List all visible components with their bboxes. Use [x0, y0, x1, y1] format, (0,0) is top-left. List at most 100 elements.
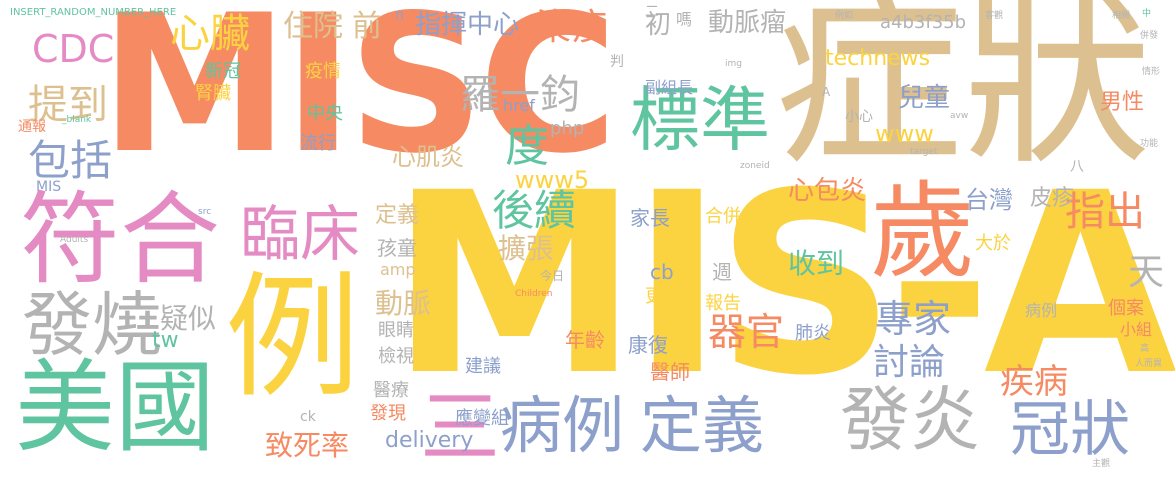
word-fuhe: 符合	[20, 181, 220, 298]
word-qian: 前	[352, 9, 382, 44]
word-www: www	[875, 120, 934, 148]
word-xinbaoyan: 心包炎	[788, 176, 867, 206]
word-insert-random: INSERT_RANDOM_NUMBER_HERE	[10, 7, 177, 18]
word-amp: amp	[380, 260, 416, 279]
word-tidao: 提到	[28, 82, 108, 128]
word-ranyi: 染疫	[535, 7, 608, 48]
word-luoyijun: 羅一鈞	[460, 72, 580, 118]
word-dayu: 大於	[975, 233, 1011, 254]
word-www5: www5	[515, 166, 590, 194]
word-nanxing: 男性	[1100, 90, 1145, 115]
word-yisi: 疑似	[160, 302, 217, 335]
word-qiguan: 器官	[708, 310, 785, 354]
word-fayan: 發炎	[840, 379, 980, 461]
word-children: Children	[515, 289, 553, 299]
word-zhuanjia: 專家	[875, 297, 952, 341]
word-baokuo: 包括	[28, 136, 113, 185]
word-nianling: 年齡	[565, 328, 605, 352]
word-er: 二	[645, 4, 659, 20]
word-zhuyuan: 住院	[283, 9, 343, 44]
word-zhidao: 致死率	[265, 429, 350, 462]
word-kuozhang: 擴張	[498, 232, 555, 265]
word-li: 例	[225, 259, 360, 416]
word-houxu: 後續	[492, 186, 577, 235]
word-liuxing: 流行	[300, 133, 336, 154]
word-href: href	[503, 96, 535, 115]
word-xinguan: 新冠	[205, 61, 241, 82]
word-gao: 高	[1140, 344, 1150, 354]
word-mis-c: MISC	[100, 0, 618, 195]
word-blank: _blank	[62, 115, 92, 125]
word-fashao: 發燒	[22, 284, 162, 366]
word-baogao: 報告	[705, 293, 741, 314]
word-sui: 歲	[870, 171, 976, 293]
word-hebing: 合併	[705, 206, 741, 227]
word-ck: ck	[300, 409, 316, 425]
word-delivery: delivery	[385, 428, 474, 453]
word-zhichu: 指出	[1065, 189, 1145, 235]
word-jianyi: 建議	[465, 356, 501, 377]
word-zhou: 週	[712, 260, 732, 284]
word-jibing: 疾病	[1000, 362, 1068, 402]
word-bingli: 病例	[500, 389, 625, 462]
word-bingli-small: 病例	[1025, 301, 1058, 320]
word-faxian: 發現	[370, 403, 406, 424]
word-dingyi-small: 定義	[375, 203, 420, 228]
word-biaozhun: 標準	[630, 79, 770, 161]
word-tw: tw	[152, 328, 179, 353]
word-tian: 天	[1128, 252, 1165, 293]
word-yishi: 醫師	[650, 360, 690, 384]
word-yanjing: 眼睛	[378, 320, 414, 341]
word-dongmai: 動脈	[375, 287, 432, 320]
word-fubuzhang: 副組長	[645, 78, 694, 97]
word-cb: cb	[650, 260, 674, 284]
word-php: php	[550, 118, 585, 139]
word-tongbao: 通報	[18, 119, 46, 135]
word-jianshi: 檢視	[378, 346, 414, 367]
word-jiazhang: 家長	[630, 206, 670, 230]
word-taiwan: 台灣	[965, 186, 1013, 214]
word-yiqing: 疫情	[305, 61, 341, 82]
word-gongneng: 功能	[1140, 139, 1159, 149]
word-src: src	[198, 207, 212, 217]
word-zhengzhuang: 症狀	[775, 0, 1151, 191]
word-xiaozu: 小組	[1120, 320, 1153, 339]
word-dingyi: 定義	[640, 389, 765, 462]
word-du: 度	[505, 121, 549, 172]
word-qingxing: 情形	[1142, 67, 1161, 77]
word-avw: avw	[950, 111, 969, 121]
word-feiyan: 肺炎	[795, 323, 831, 344]
word-linchuang: 臨床	[240, 200, 360, 270]
word-dongmailiu: 動脈瘤	[708, 8, 787, 38]
word-cdc: CDC	[32, 27, 115, 71]
word-ertong: 兒童	[898, 83, 951, 113]
word-yiliao: 醫療	[373, 380, 409, 401]
word-san: 三	[420, 381, 500, 474]
word-zhong: 中	[1142, 9, 1152, 19]
word-keguan: 客觀	[985, 11, 1004, 21]
word-img: img	[725, 59, 742, 69]
word-jinri: 今日	[540, 269, 565, 283]
word-pan: 判	[610, 54, 624, 70]
word-liru: 例如	[835, 11, 854, 21]
word-xinjiyan: 心肌炎	[392, 143, 464, 171]
word-pizhen: 皮疹	[1030, 186, 1075, 211]
word-renerhuang: 人而異	[1135, 359, 1163, 369]
word-bingbian: 併發	[1140, 31, 1159, 41]
word-target: target	[910, 147, 938, 157]
word-xiangguan: 相關	[1112, 11, 1131, 21]
word-guanzhuang: 冠狀	[1010, 395, 1130, 465]
word-ba: 八	[1070, 159, 1084, 175]
word-yingbian: 應變組	[455, 408, 509, 429]
word-xiaoxin: 小心	[845, 109, 873, 125]
word-shouda: 收到	[788, 247, 845, 280]
word-a4b: a4b3f35b	[880, 12, 967, 33]
word-adults: Adults	[60, 235, 89, 245]
word-kangfu: 康復	[628, 333, 668, 357]
word-shenzang: 腎臟	[195, 83, 231, 104]
word-mis: MIS	[36, 179, 62, 195]
word-n: n	[395, 7, 404, 23]
word-meiguo: 美國	[15, 349, 215, 466]
word-technews: technews	[825, 46, 931, 71]
